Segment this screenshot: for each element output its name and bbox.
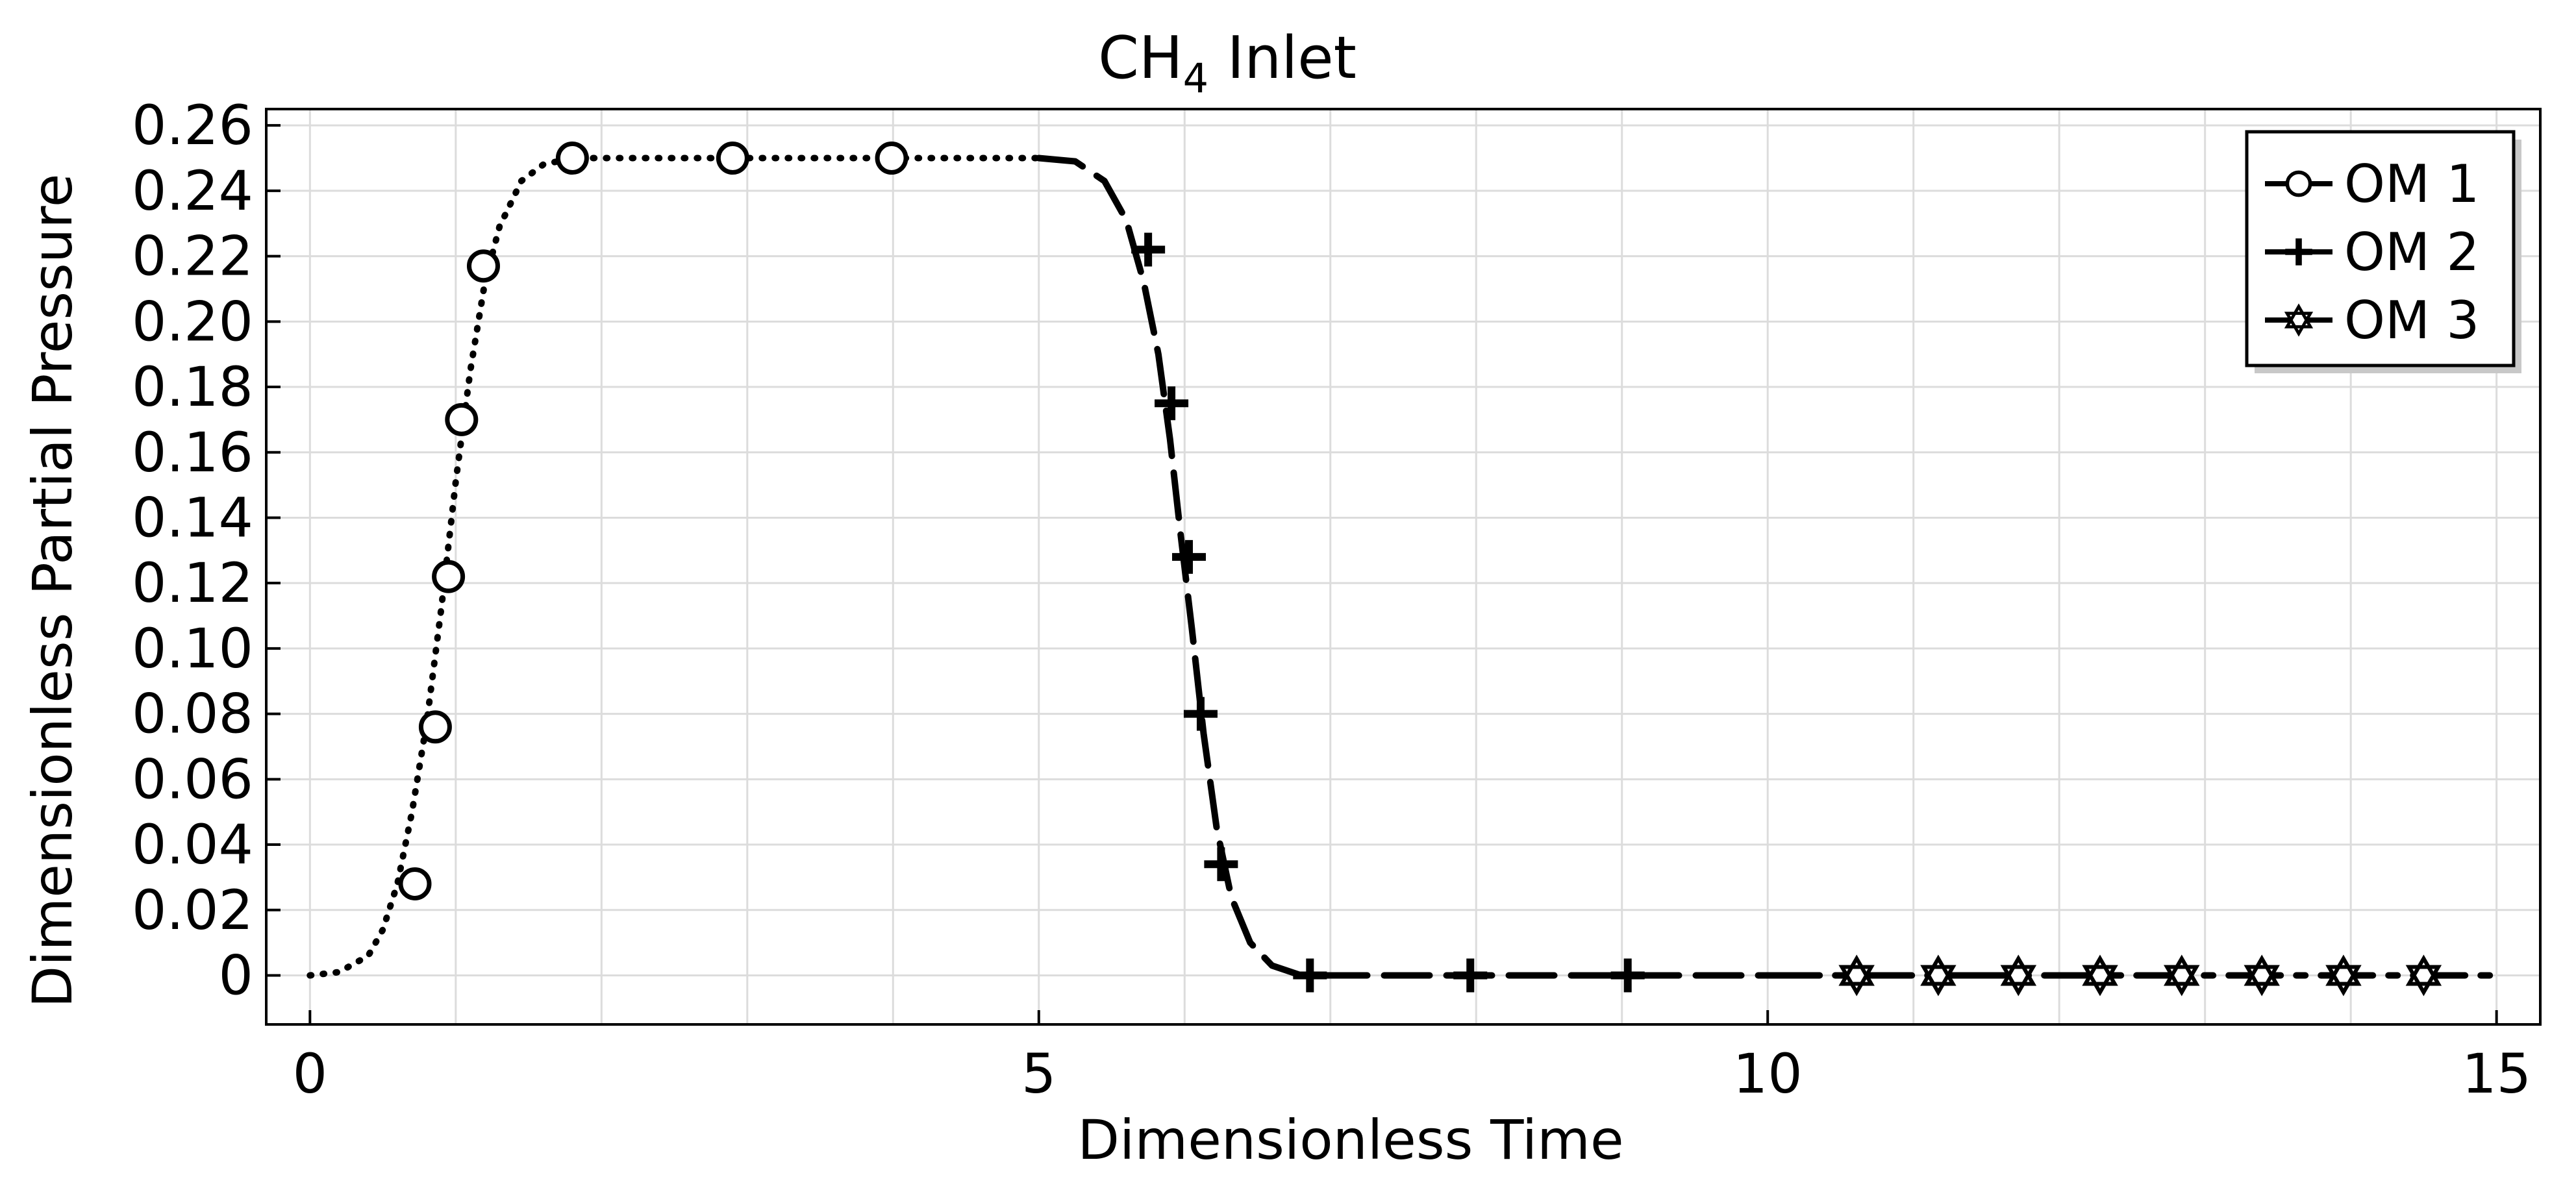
data-point-plus (1610, 958, 1645, 993)
legend-label: OM 3 (2344, 290, 2479, 351)
legend-label: OM 2 (2344, 222, 2479, 282)
data-point-star (2000, 954, 2037, 997)
y-axis-ticks: 00.020.040.060.080.100.120.140.160.180.2… (132, 93, 281, 1007)
data-point-circle (2285, 170, 2312, 197)
data-point-plus (1293, 958, 1327, 993)
data-point-star (2163, 954, 2200, 997)
y-tick-label: 0.20 (132, 290, 253, 353)
data-point-star (2082, 954, 2118, 997)
series-2 (1035, 155, 1771, 993)
y-tick-label: 0.18 (132, 355, 253, 419)
data-point-circle (875, 142, 908, 175)
data-point-plus (1183, 697, 1218, 731)
y-tick-label: 0.06 (132, 747, 253, 811)
data-point-star (1838, 954, 1875, 997)
data-point-circle (466, 249, 500, 283)
legend-label: OM 1 (2344, 154, 2479, 214)
y-tick-label: 0.02 (132, 878, 253, 942)
legend-entry: OM 2 (2265, 222, 2479, 282)
y-tick-label: 0.10 (132, 617, 253, 680)
y-axis-title: Dimensionless Partial Pressure (21, 173, 84, 1008)
y-tick-label: 0.26 (132, 93, 253, 157)
x-tick-label: 5 (1021, 1042, 1056, 1106)
y-tick-label: 0.14 (132, 486, 253, 549)
x-tick-label: 15 (2462, 1042, 2531, 1106)
data-point-star (2244, 954, 2280, 997)
data-point-plus (2285, 238, 2312, 266)
legend-entry: OM 1 (2265, 154, 2479, 214)
data-point-star (2405, 954, 2442, 997)
x-axis-title: Dimensionless Time (1077, 1108, 1623, 1172)
data-point-plus (1172, 539, 1207, 574)
y-tick-label: 0.12 (132, 551, 253, 615)
series-3 (1764, 954, 2500, 997)
series-layer (306, 142, 2500, 997)
data-point-circle (418, 710, 452, 744)
legend: OM 1 OM 2 OM 3 (2245, 130, 2521, 373)
y-tick-label: 0.24 (132, 159, 253, 223)
data-point-plus (1131, 232, 1166, 267)
y-tick-label: 0.04 (132, 813, 253, 876)
data-point-star (2325, 954, 2362, 997)
chart-title: CH4 Inlet (1098, 24, 1357, 102)
plot-area-frame (265, 108, 2542, 1026)
x-axis-ticks: 0 5 10 15 (293, 1010, 2531, 1106)
data-point-plus (1453, 958, 1488, 993)
data-point-plus (1155, 386, 1189, 421)
data-point-plus (1204, 847, 1238, 882)
data-point-circle (555, 142, 589, 175)
x-tick-label: 10 (1733, 1042, 1803, 1106)
x-tick-label: 0 (293, 1042, 327, 1106)
y-tick-label: 0.08 (132, 682, 253, 746)
data-point-star (2284, 303, 2314, 337)
legend-entry: OM 3 (2265, 290, 2479, 351)
grid (266, 109, 2540, 1024)
data-point-circle (716, 142, 749, 175)
data-point-circle (445, 402, 479, 436)
data-point-circle (398, 867, 432, 900)
chart-title-suffix: Inlet (1208, 24, 1357, 92)
y-tick-label: 0.22 (132, 225, 253, 288)
y-tick-label: 0.16 (132, 421, 253, 484)
series-line (306, 155, 1042, 979)
chart-title-subscript: 4 (1183, 55, 1208, 102)
data-point-circle (432, 560, 466, 593)
series-1 (306, 142, 1042, 979)
data-point-star (1920, 954, 1957, 997)
series-line (1035, 155, 1771, 979)
y-tick-label: 0 (219, 943, 253, 1007)
